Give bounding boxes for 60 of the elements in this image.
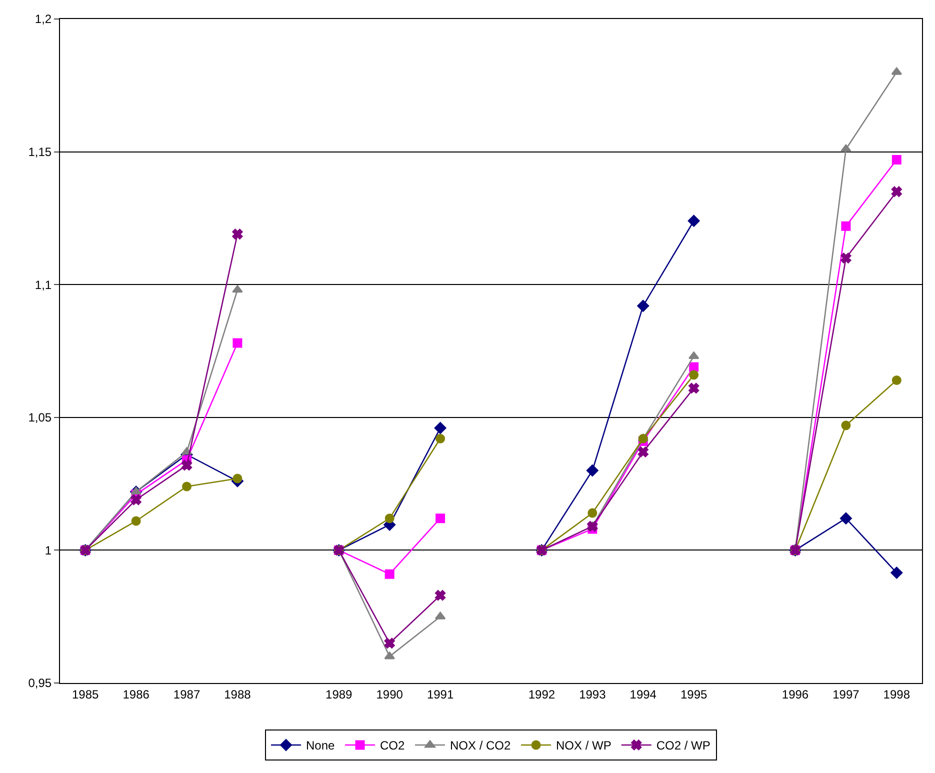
point — [587, 521, 598, 532]
x-tick-label: 1990 — [376, 687, 404, 702]
point — [384, 638, 395, 648]
point — [841, 420, 851, 430]
point — [588, 508, 598, 518]
legend-label: CO2 / WP — [656, 738, 710, 753]
point — [131, 516, 141, 526]
point — [384, 652, 395, 660]
point — [688, 382, 700, 394]
point — [435, 590, 446, 601]
y-tick-label: 1 — [44, 543, 52, 558]
point — [232, 285, 243, 293]
y-tick-label: 1,05 — [28, 410, 52, 425]
point — [689, 362, 699, 372]
x-tick-label: 1991 — [426, 687, 454, 702]
point — [130, 487, 142, 495]
y-tick-label: 1,2 — [34, 12, 52, 26]
point — [637, 300, 650, 312]
legend-label: None — [306, 738, 336, 753]
point — [890, 566, 903, 579]
x-tick-label: 1985 — [72, 687, 100, 702]
legend-label: NOX / CO2 — [450, 738, 512, 753]
point — [436, 514, 446, 524]
point — [586, 464, 598, 476]
legend-label: CO2 — [380, 738, 406, 753]
x-tick-label: 1992 — [528, 687, 556, 702]
x-tick-label: 1989 — [326, 687, 353, 702]
x-tick-label: 1997 — [832, 687, 860, 702]
point — [232, 474, 242, 484]
x-tick-label: 1986 — [122, 687, 150, 702]
point — [436, 434, 446, 444]
x-tick-label: 1995 — [680, 687, 708, 702]
point — [841, 221, 851, 231]
point — [840, 512, 852, 524]
x-tick-label: 1993 — [579, 687, 606, 702]
point — [688, 214, 700, 227]
point — [182, 482, 192, 492]
point — [840, 144, 852, 152]
y-tick-label: 0,95 — [28, 676, 52, 690]
x-tick-label: 1996 — [782, 687, 809, 702]
legend-label: NOX / WP — [556, 738, 612, 753]
point — [891, 186, 902, 197]
point — [232, 338, 242, 348]
point — [892, 375, 902, 385]
point — [689, 370, 699, 380]
point — [181, 460, 192, 470]
x-tick-label: 1998 — [883, 687, 910, 702]
point — [384, 569, 394, 579]
point — [840, 252, 852, 264]
point — [434, 422, 446, 434]
point — [892, 155, 902, 165]
point — [232, 228, 243, 240]
point — [384, 514, 394, 524]
x-tick-label: 1987 — [173, 687, 200, 702]
y-tick-label: 1,1 — [34, 278, 52, 292]
point — [638, 446, 648, 458]
x-tick-label: 1988 — [224, 687, 252, 702]
y-tick-label: 1,15 — [28, 145, 52, 159]
x-tick-label: 1994 — [630, 687, 657, 702]
point — [130, 494, 142, 506]
